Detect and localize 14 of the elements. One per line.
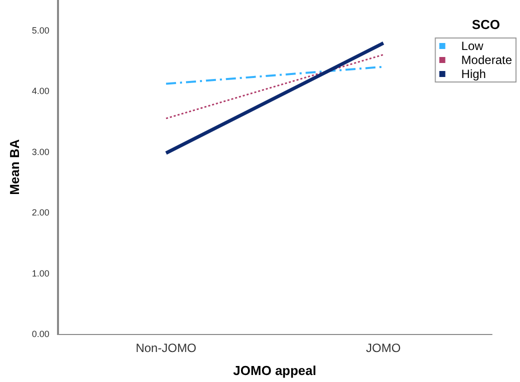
y-tick-label: 4.00 <box>32 86 50 96</box>
legend-label: High <box>461 67 486 81</box>
legend-title: SCO <box>472 17 500 32</box>
y-axis-title: Mean BA <box>7 138 22 195</box>
x-tick-label: JOMO <box>366 341 401 355</box>
legend-label: Moderate <box>461 53 512 67</box>
y-tick-label: 0.00 <box>32 329 50 339</box>
x-tick-label: Non-JOMO <box>136 341 196 355</box>
y-tick-label: 5.00 <box>32 25 50 36</box>
x-axis-title: JOMO appeal <box>233 363 316 378</box>
y-tick-label: 2.00 <box>32 208 50 218</box>
y-tick-label: 1.00 <box>32 268 50 278</box>
legend-label: Low <box>461 39 484 53</box>
y-tick-label: 3.00 <box>32 146 50 157</box>
